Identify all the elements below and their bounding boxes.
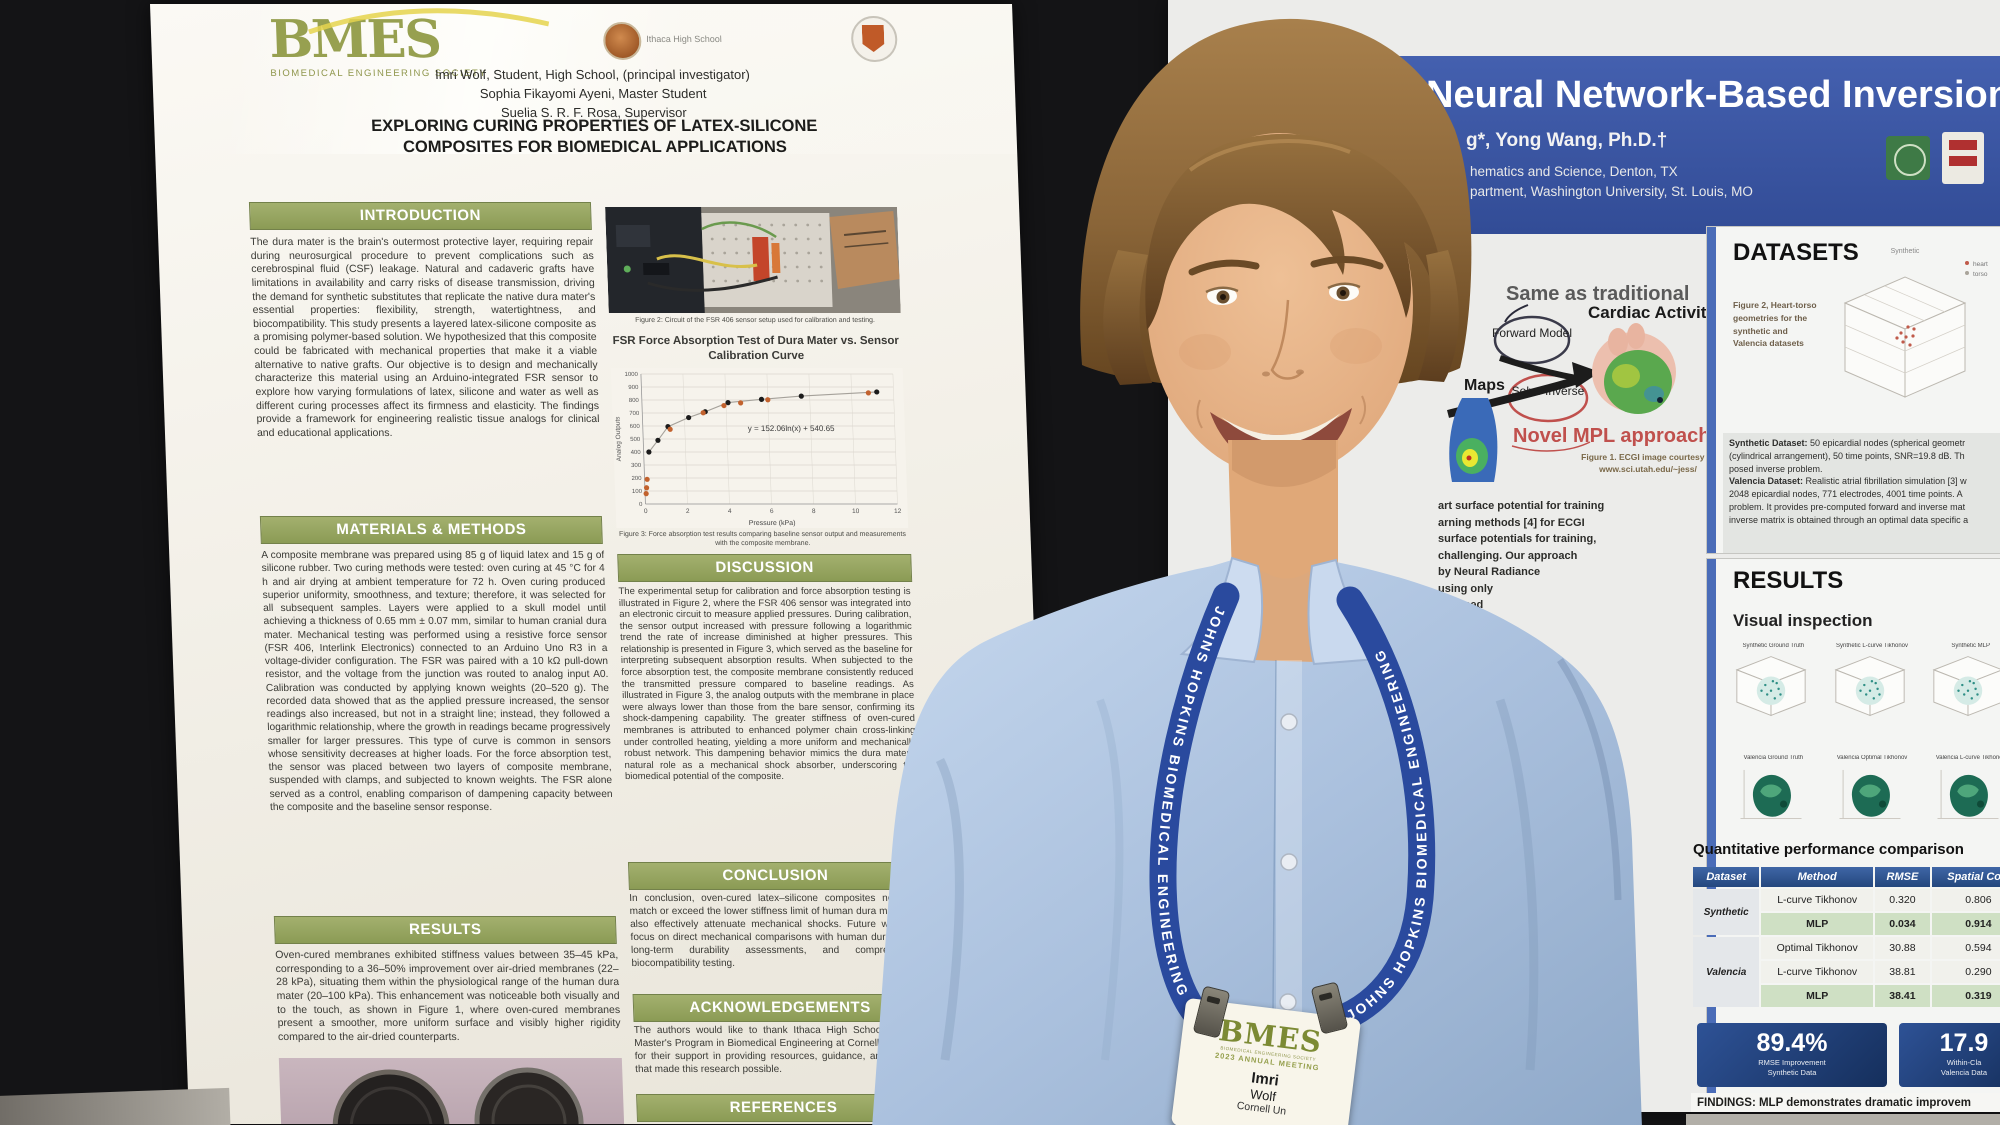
eyebrow [1188,259,1260,276]
face [1147,133,1413,477]
lanyard-strap [1149,582,1240,1038]
table-title: Quantitative performance comparison [1693,841,1964,858]
panel-accent-bar [1707,227,1716,553]
eye [1205,286,1239,305]
results-panel: RESULTS Visual inspection Synthetic Grou… [1691,558,2000,1112]
diagram-forward-model: Forward Model [1492,326,1572,340]
stat-box-rmse-improvement: 89.4% RMSE Improvement Synthetic Data [1697,1023,1887,1087]
ecgi-diagram: Same as traditional Cardiac Activity For… [1447,283,1716,482]
svg-text:500: 500 [630,437,641,443]
svg-text:100: 100 [632,489,643,495]
training-text-fragments: art surface potential for training arnin… [1438,500,1605,611]
table-row: MLP 38.41 0.319 [1693,985,2000,1007]
shield-logo-icon [1942,132,1984,184]
visual-row-synthetic: Synthetic Ground Truth Synthetic L-curve… [1727,643,2000,728]
panel-accent-bar [1707,559,1716,1112]
right-poster-affiliation: hematics and Science, Denton, TX [1470,164,1678,179]
diagram-label: Cardiac Activity [1588,303,1716,322]
nose [1270,299,1303,380]
results-heading: RESULTS [1733,567,1844,594]
datasets-figure-caption: Figure 2, Heart-torso geometries for the… [1733,300,1817,349]
fsr-calibration-chart: 0 100 200 300 400 500 600 700 800 900 1000 0 2 4 6 8 10 1… [610,368,909,528]
findings-text: FINDINGS: MLP demonstrates dramatic impr… [1691,1093,2000,1112]
svg-text:800: 800 [629,398,640,404]
left-poster: BMES BIOMEDICAL ENGINEERING SOCIETY Itha… [150,4,1052,1124]
figure1-caption: Figure 1. ECGI image courtesy of www.sci… [1581,452,1715,474]
right-poster-title: Neural Network-Based Inversion [1426,74,2000,116]
svg-text:heart: heart [1973,261,1988,268]
svg-text:Synthetic: Synthetic [1891,248,1920,255]
table-row: MLP 0.034 0.914 [1693,913,2000,935]
hair-fringe [1145,133,1447,330]
university-logo-icon [1886,136,1930,180]
teeth [1221,413,1341,444]
datasets-heading: DATASETS [1733,239,1859,266]
svg-text:4: 4 [728,508,732,515]
hair-side [1418,250,1459,382]
table-row: Valencia Optimal Tikhonov 30.88 0.594 [1693,937,2000,1007]
svg-text:8: 8 [812,508,816,515]
datasets-panel: DATASETS Figure 2, Heart-torso geometrie… [1706,226,2000,554]
floor-right [1686,1114,2000,1125]
visual-inspection-subheading: Visual inspection [1733,611,1873,630]
svg-text:0: 0 [639,502,643,508]
bmes-leaf-icon [308,8,550,34]
eye [1327,282,1361,301]
svg-text:900: 900 [628,385,639,391]
hair-side [1103,250,1152,385]
right-poster-authors: g*, Yong Wang, Ph.D.† [1466,130,1668,151]
svg-text:Analog Outputs: Analog Outputs [614,416,623,462]
svg-text:200: 200 [631,476,642,482]
diagram-label: Same as traditional [1506,283,1689,305]
svg-text:1000: 1000 [624,372,638,378]
svg-text:torso: torso [1973,271,1988,278]
heart-torso-geometry-plot: Synthetic heart torso [1843,248,1988,398]
lanyard-strap [1324,586,1436,1034]
stat-box-valencia: 17.9 Within-Cla Valencia Data [1899,1023,2000,1087]
eyebrow [1310,255,1384,270]
neck [1228,440,1338,590]
svg-text:12: 12 [894,508,902,515]
svg-text:700: 700 [629,411,640,417]
chest [1252,568,1316,662]
figure1-membranes-photo [278,1058,625,1124]
datasets-description: Synthetic Dataset: 50 epicardial nodes (… [1723,433,2000,553]
shirt [872,560,1642,1125]
svg-text:300: 300 [631,463,642,469]
svg-text:y = 152.06ln(x) + 540.65: y = 152.06ln(x) + 540.65 [748,424,836,433]
svg-text:0: 0 [644,508,648,515]
svg-text:Pressure (kPa): Pressure (kPa) [749,520,796,527]
svg-text:2: 2 [686,508,690,515]
figure2-circuit-photo [605,207,901,313]
right-poster-affiliation: partment, Washington University, St. Lou… [1470,184,1753,199]
bmes-logo: BMES BIOMEDICAL ENGINEERING SOCIETY [268,8,550,79]
visual-row-valencia: Valencia Ground Truth Valencia Optimal T… [1727,755,2000,836]
diagram-novel-label: Novel MPL approach [1513,425,1710,447]
table-row: Synthetic L-curve Tikhonov 0.320 0.806 [1693,889,2000,935]
performance-table: Dataset Method RMSE Spatial Corr Synthet… [1691,865,2000,1009]
svg-text:10: 10 [852,508,860,515]
svg-text:400: 400 [631,450,642,456]
table-row: L-curve Tikhonov 38.81 0.290 [1693,961,2000,983]
svg-text:6: 6 [770,508,774,515]
diagram-maps-fragment: Maps [1464,377,1505,394]
svg-text:600: 600 [630,424,641,430]
